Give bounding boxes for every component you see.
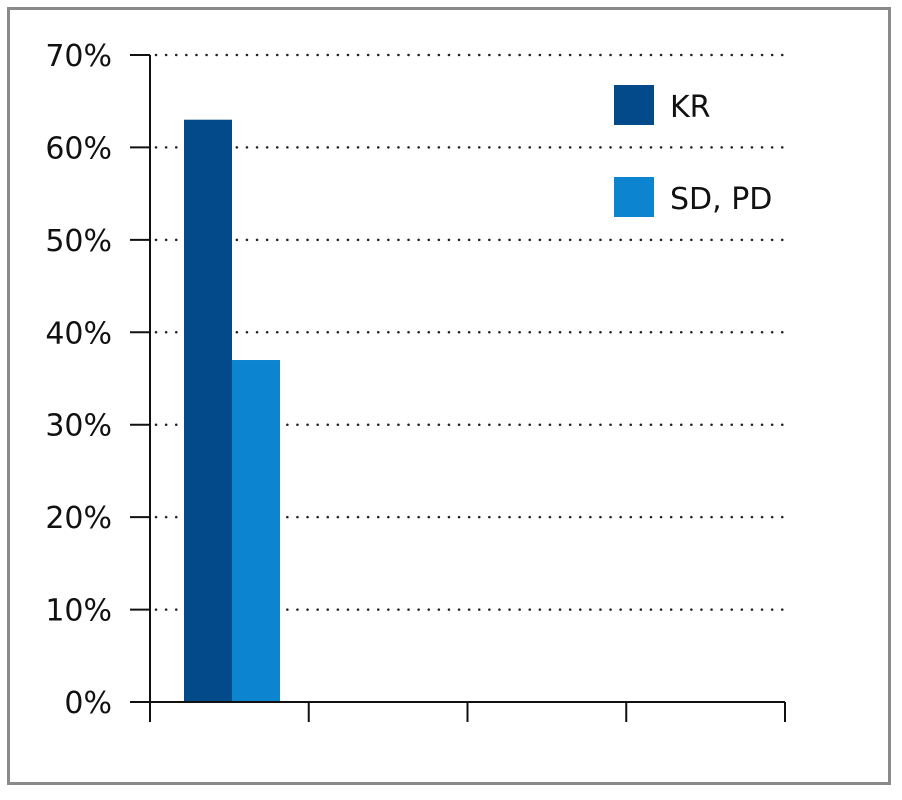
bar-sd-pd-0 xyxy=(232,360,280,702)
legend-label-sd-pd: SD, PD xyxy=(670,182,772,217)
legend-label-kr: KR xyxy=(670,90,711,125)
y-tick-label-40: 40% xyxy=(45,316,112,351)
axes xyxy=(149,55,786,722)
y-tick-labels: 0% 10% 20% 30% 40% 50% 60% 70% xyxy=(45,39,150,721)
legend: KR SD, PD xyxy=(614,85,772,217)
legend-swatch-kr xyxy=(614,85,654,125)
legend-swatch-sd-pd xyxy=(614,177,654,217)
y-tick-label-30: 30% xyxy=(45,409,112,444)
y-tick-label-70: 70% xyxy=(45,39,112,74)
bars xyxy=(184,119,280,702)
y-tick-label-0: 0% xyxy=(64,686,112,721)
chart-frame xyxy=(7,7,891,785)
y-tick-label-20: 20% xyxy=(45,501,112,536)
bar-kr-0 xyxy=(184,119,232,702)
y-tick-label-50: 50% xyxy=(45,224,112,259)
y-tick-label-60: 60% xyxy=(45,131,112,166)
y-tick-label-10: 10% xyxy=(45,594,112,629)
gridlines xyxy=(154,53,787,611)
